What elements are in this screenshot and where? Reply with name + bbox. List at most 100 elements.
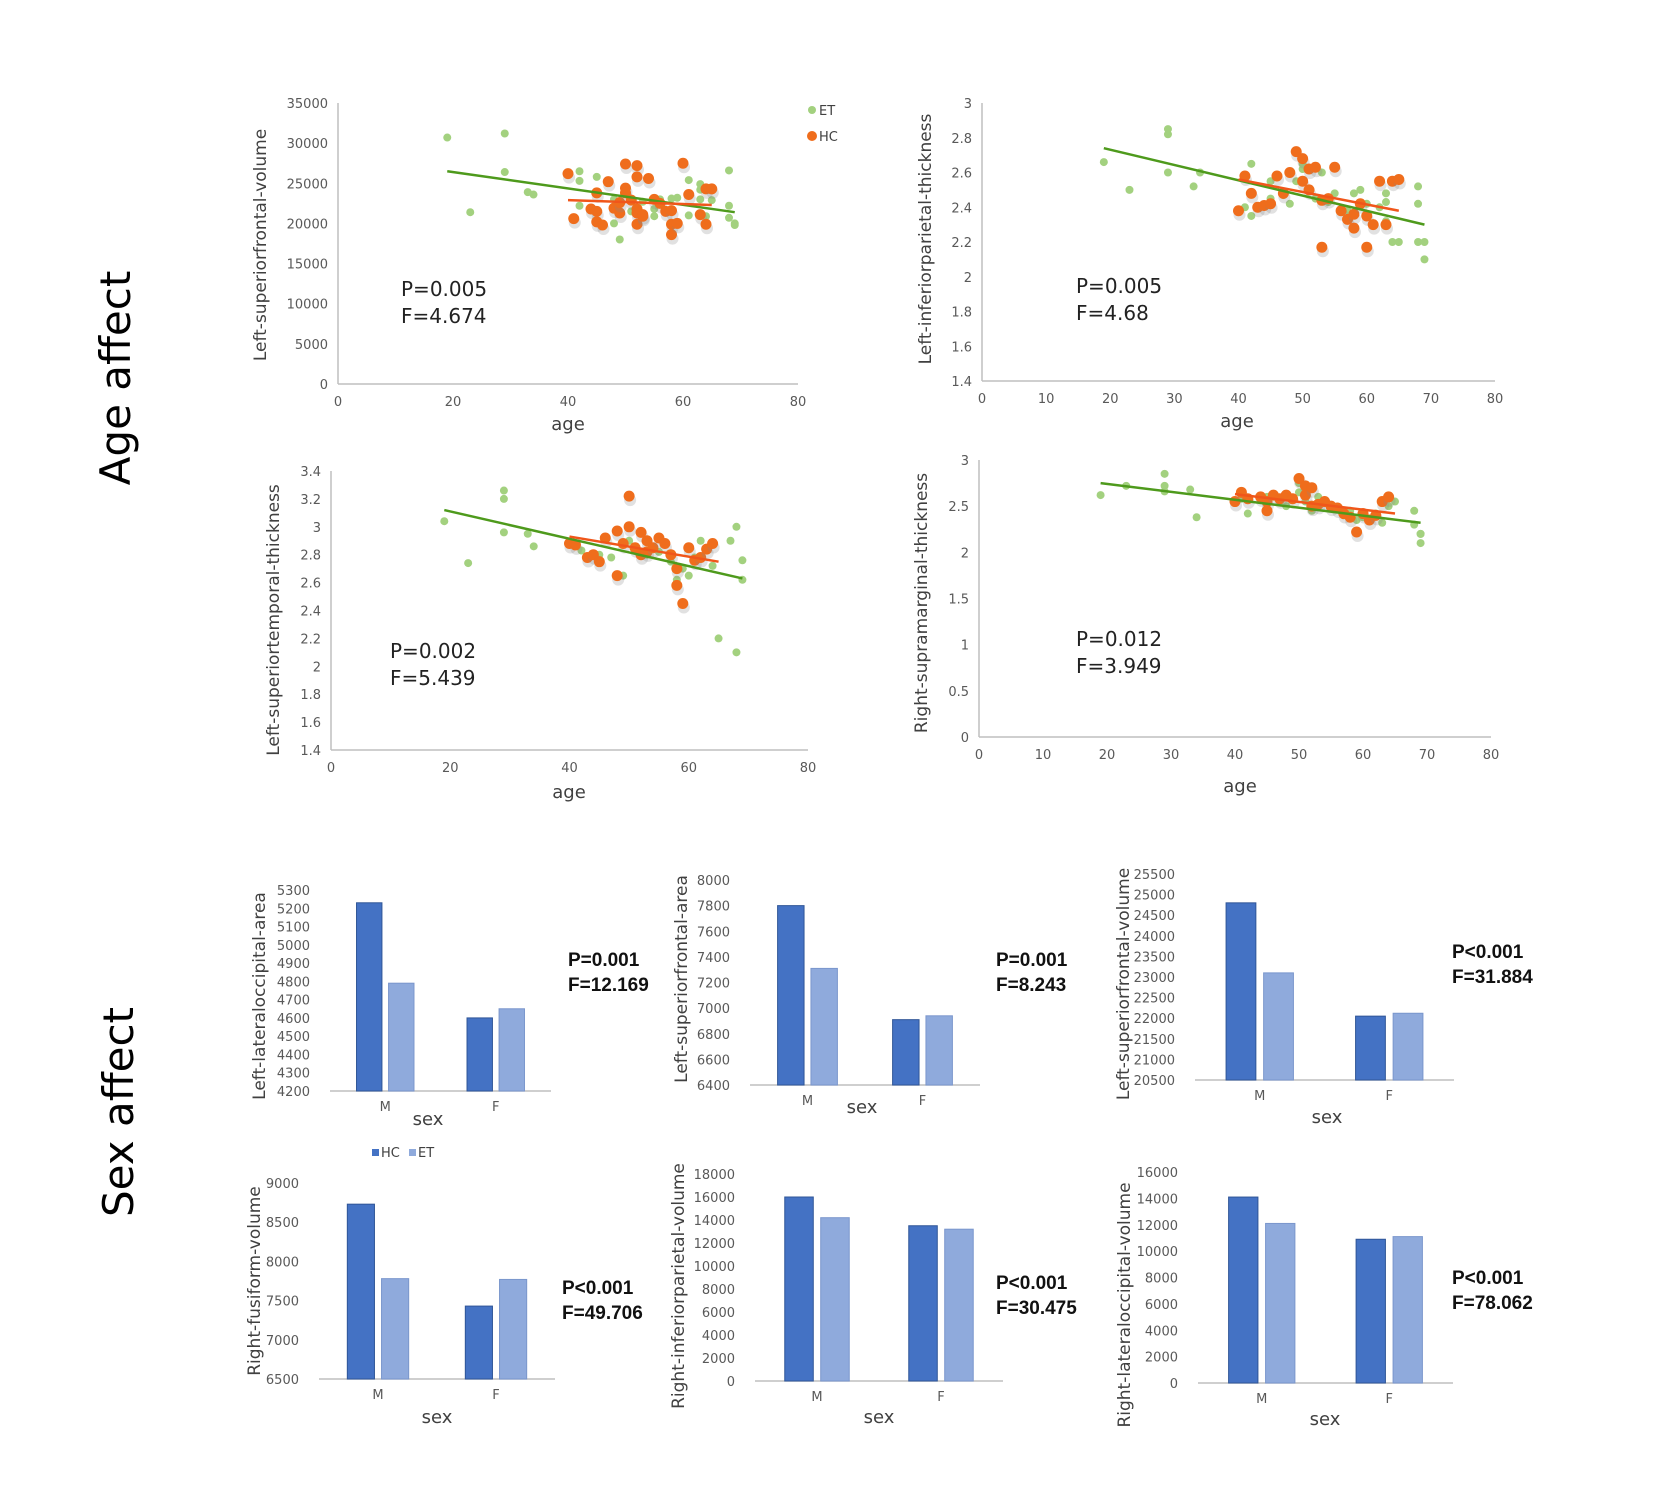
data-point-et — [500, 168, 509, 177]
y-tick-label: 3 — [313, 521, 321, 536]
y-tick-label: 1.4 — [951, 375, 972, 390]
stat-annotation: F=4.674 — [401, 304, 487, 328]
data-point-hc — [643, 172, 654, 184]
y-tick-label: 7600 — [697, 925, 730, 940]
chart-8: Right-fusiform-volume sex 6500 7000 7500 8000… — [245, 1177, 643, 1428]
chart-1: Left-superiorfrontal-volume age 0 5000 10000… — [251, 97, 838, 435]
y-tick-label: 4200 — [277, 1085, 310, 1100]
y-axis-label: Left-superiorfrontal-volume — [1114, 868, 1134, 1100]
stat-annotation: F=3.949 — [1076, 654, 1162, 678]
stat-annotation: F=49.706 — [562, 1303, 643, 1324]
x-tick-label: 80 — [1483, 748, 1500, 763]
section-title-age: Age affect — [91, 271, 140, 486]
data-point-hc — [1335, 205, 1347, 217]
x-tick-label: 0 — [334, 395, 342, 410]
y-tick-label: 4600 — [277, 1012, 310, 1027]
x-tick-label: 50 — [1294, 392, 1311, 407]
data-point-hc — [706, 183, 718, 195]
y-tick-label: 2 — [961, 546, 969, 561]
data-point-hc — [694, 209, 706, 221]
legend-marker-hc — [807, 131, 817, 141]
y-tick-label: 1.6 — [300, 716, 321, 731]
y-tick-label: 22000 — [1134, 1012, 1175, 1027]
trendline-et — [1103, 146, 1425, 226]
data-point-hc — [1348, 208, 1360, 220]
x-axis-label: age — [1223, 776, 1257, 797]
x-tick-label: 80 — [790, 395, 807, 410]
y-axis-label: Right-supramarginal-thickness — [912, 473, 932, 733]
y-tick-label: 8500 — [266, 1216, 299, 1231]
trendline-hc — [569, 535, 719, 563]
y-tick-label: 22500 — [1134, 992, 1175, 1007]
y-tick-label: 5100 — [277, 921, 310, 936]
stat-annotation: P<0.001 — [562, 1278, 634, 1299]
data-point-hc — [1383, 491, 1395, 503]
y-tick-label: 21000 — [1134, 1053, 1175, 1068]
category-label: F — [492, 1388, 499, 1403]
data-point-et — [615, 235, 624, 244]
data-point-et — [730, 221, 739, 230]
data-point-hc — [1367, 219, 1379, 231]
x-tick-label: 0 — [327, 761, 335, 776]
y-tick-label: 6000 — [1145, 1298, 1178, 1313]
data-point-et — [725, 213, 733, 222]
stat-annotation: P=0.012 — [1076, 627, 1162, 651]
chart-5: Left-lateraloccipital-area sex 4200 4300 440… — [250, 884, 649, 1161]
x-axis-label: age — [1220, 411, 1254, 432]
data-point-et — [1416, 529, 1425, 538]
data-point-et — [499, 528, 508, 537]
data-point-hc — [1351, 526, 1363, 538]
data-point-et — [732, 522, 741, 531]
data-point-et — [684, 571, 693, 580]
x-tick-label: 80 — [800, 761, 817, 776]
data-point-et — [610, 219, 618, 228]
data-point-hc — [1374, 175, 1386, 187]
data-point-et — [575, 201, 584, 210]
x-tick-label: 60 — [675, 395, 692, 410]
y-tick-label: 7500 — [266, 1295, 299, 1310]
trendline-et — [444, 508, 743, 580]
y-tick-label: 4000 — [702, 1329, 735, 1344]
stat-annotation: F=4.68 — [1076, 301, 1149, 325]
y-tick-label: 6400 — [697, 1079, 730, 1094]
category-label: F — [1386, 1392, 1393, 1407]
stat-annotation: F=31.884 — [1452, 967, 1533, 988]
stat-annotation: P=0.001 — [996, 950, 1068, 971]
data-point-et — [725, 166, 733, 175]
y-tick-label: 2 — [964, 271, 972, 286]
data-point-hc — [666, 205, 677, 217]
data-point-hc — [569, 539, 581, 551]
data-point-et — [707, 196, 716, 205]
bar-et-f — [498, 1008, 525, 1092]
data-point-hc — [1361, 210, 1373, 222]
y-axis-label: Left-superiorfrontal-area — [672, 875, 692, 1083]
y-tick-label: 0 — [1170, 1377, 1178, 1392]
data-point-hc — [635, 526, 647, 538]
data-point-et — [466, 208, 475, 217]
category-label: M — [1256, 1392, 1267, 1407]
y-axis-label: Left-inferiorparietal-thickness — [916, 113, 936, 364]
trendline-et — [1100, 481, 1421, 525]
x-tick-label: 40 — [560, 395, 577, 410]
data-point-hc — [614, 207, 626, 219]
y-tick-label: 4800 — [277, 975, 310, 990]
category-label: F — [492, 1100, 499, 1115]
data-point-et — [708, 561, 717, 570]
y-tick-label: 2000 — [702, 1352, 735, 1367]
data-point-hc — [666, 229, 677, 241]
y-tick-label: 1.5 — [948, 593, 969, 608]
data-point-hc — [677, 157, 689, 169]
data-point-hc — [1293, 472, 1305, 484]
y-tick-label: 4000 — [1145, 1324, 1178, 1339]
y-tick-label: 2.8 — [951, 132, 972, 147]
bar-et-f — [1392, 1012, 1424, 1081]
x-tick-label: 60 — [1355, 748, 1372, 763]
bar-et-m — [388, 982, 415, 1092]
data-point-et — [1160, 481, 1169, 490]
data-point-hc — [597, 219, 608, 231]
x-tick-label: 0 — [975, 748, 983, 763]
data-point-hc — [1306, 482, 1318, 494]
y-tick-label: 1.6 — [951, 340, 972, 355]
x-axis-label: sex — [847, 1097, 878, 1118]
x-tick-label: 30 — [1163, 748, 1180, 763]
